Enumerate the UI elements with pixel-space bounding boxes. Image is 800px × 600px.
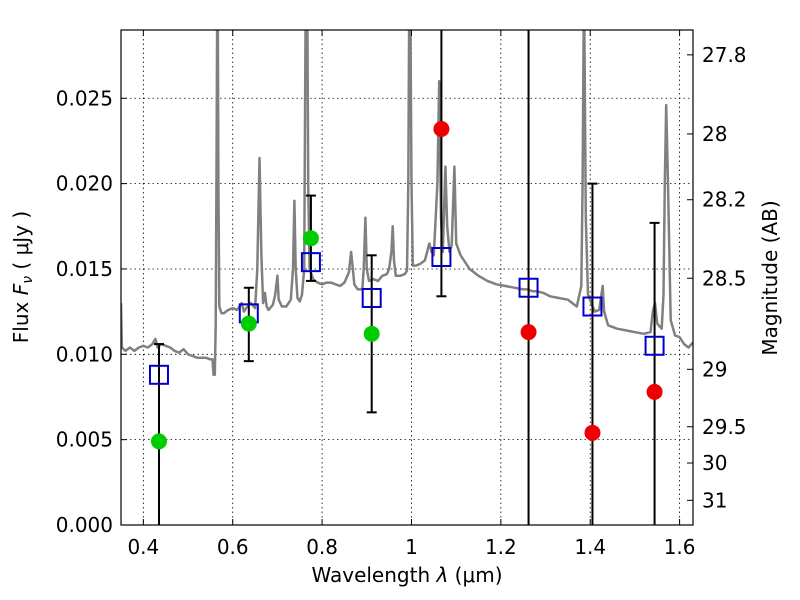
mag-tick-label: 29	[702, 357, 727, 381]
mag-tick-label: 29.5	[702, 415, 747, 439]
x-tick-label: 1.6	[664, 535, 696, 559]
magnitude-tick-labels: 27.8 28 28.2 28.5 29 29.5 30 31	[702, 43, 747, 512]
x-tick-label: 1.4	[574, 535, 606, 559]
model-photometry-square	[148, 364, 169, 385]
y-tick-label: 0.015	[56, 257, 113, 281]
x-tick-labels: 0.4 0.6 0.8 1 1.2 1.4 1.6	[127, 535, 695, 559]
mag-tick-label: 27.8	[702, 43, 747, 67]
mag-tick-label: 28.2	[702, 188, 747, 212]
y-tick-label: 0.020	[56, 172, 113, 196]
y-tick-label: 0.025	[56, 86, 113, 110]
model-photometry-square	[361, 287, 382, 308]
tick-marks	[121, 30, 693, 526]
nondetection-point	[584, 424, 601, 441]
detection-point	[302, 230, 319, 247]
mag-tick-label: 31	[702, 488, 727, 512]
model-photometry-square	[518, 277, 539, 298]
x-axis-label: Wavelength λ (μm)	[311, 563, 502, 587]
nondetection-point	[433, 121, 450, 137]
model-photometry-square	[300, 252, 321, 273]
y-tick-label: 0.005	[56, 428, 113, 452]
mag-tick-label: 28.5	[702, 266, 747, 290]
mag-tick-label: 28	[702, 122, 727, 146]
model-photometry-square	[582, 296, 603, 317]
spectrum-line	[121, 30, 693, 377]
nondetection-point	[520, 324, 537, 341]
mag-tick-label: 30	[702, 451, 727, 475]
y-tick-label: 0.010	[56, 342, 113, 366]
x-tick-label: 0.6	[217, 535, 249, 559]
errorbar-layer	[153, 30, 660, 525]
y2-axis-label: Magnitude (AB)	[758, 200, 782, 355]
x-tick-label: 1.2	[485, 535, 517, 559]
detection-point	[150, 433, 167, 450]
spectrum-layer	[121, 30, 693, 377]
y-tick-labels: 0.000 0.005 0.010 0.015 0.020 0.025	[56, 86, 113, 537]
model-photometry-square	[431, 247, 452, 268]
x-tick-label: 0.8	[306, 535, 338, 559]
x-tick-label: 0.4	[127, 535, 159, 559]
x-tick-label: 1	[405, 535, 418, 559]
marker-layer	[148, 121, 665, 450]
nondetection-point	[646, 383, 663, 400]
model-photometry-square	[644, 335, 665, 356]
grid	[121, 30, 693, 526]
detection-point	[240, 315, 257, 332]
y-tick-label: 0.000	[56, 513, 113, 537]
plot-frame	[120, 29, 694, 526]
detection-point	[363, 325, 380, 342]
y-axis-label: Flux Fν ( μJy )	[9, 211, 36, 343]
